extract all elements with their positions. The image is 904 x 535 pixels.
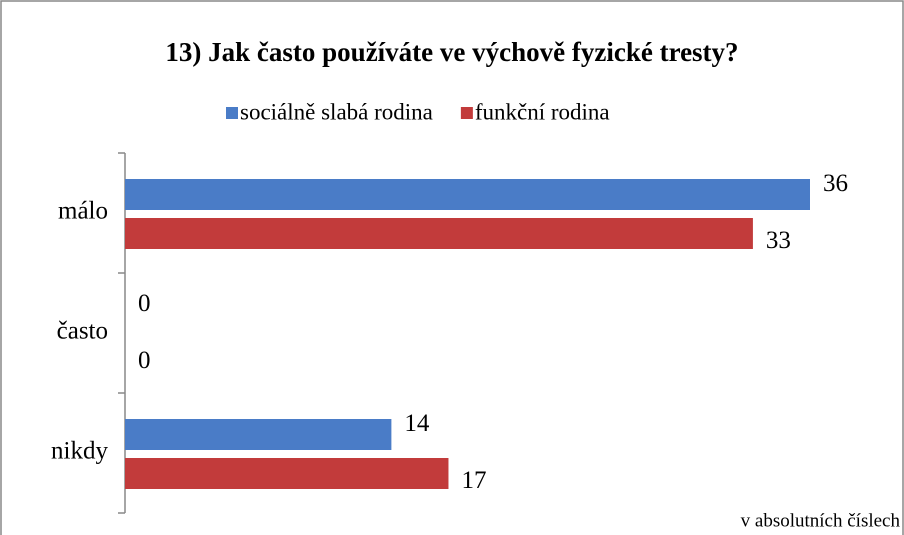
data-label: 14 [404,410,430,437]
bar [125,458,449,489]
legend-label: funkční rodina [475,99,610,124]
data-label: 0 [138,290,151,317]
annotation: v absolutních číslech [741,510,901,531]
y-tick-label: málo [58,198,108,225]
legend-swatch [226,107,238,119]
bar [125,218,753,249]
data-label: 36 [823,170,848,197]
y-tick-label: často [57,318,108,345]
bar [125,179,810,210]
chart-title: 13) Jak často používáte ve výchově fyzic… [165,37,738,67]
legend-swatch [460,107,473,119]
legend-label: sociálně slabá rodina [240,99,433,124]
data-label: 17 [461,467,486,494]
data-label: 33 [766,227,791,254]
bar [125,419,392,450]
data-label: 0 [138,347,151,374]
y-tick-label: nikdy [51,438,108,465]
